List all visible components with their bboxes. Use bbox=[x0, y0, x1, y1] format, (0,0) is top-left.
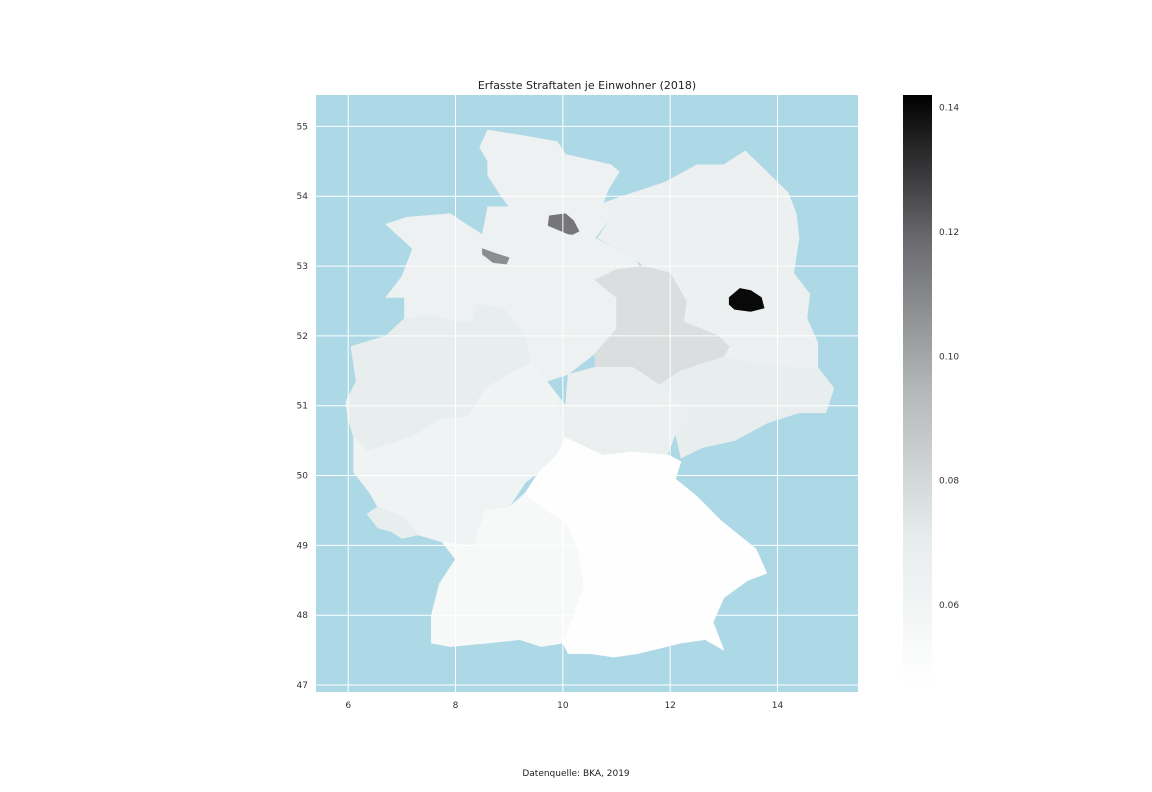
region-mecklenburg-vorpommern bbox=[597, 150, 800, 260]
region-saarland bbox=[366, 506, 419, 539]
grid-lines bbox=[316, 95, 858, 692]
region-niedersachsen bbox=[385, 206, 644, 382]
y-tick-label: 53 bbox=[297, 262, 308, 272]
y-tick-label: 51 bbox=[297, 402, 308, 412]
y-tick-label: 47 bbox=[297, 681, 308, 691]
x-tick-label: 8 bbox=[453, 701, 459, 711]
y-tick-label: 50 bbox=[297, 472, 309, 482]
y-tick-label: 49 bbox=[297, 541, 309, 551]
y-tick-label: 55 bbox=[297, 122, 308, 132]
source-caption: Datenquelle: BKA, 2019 bbox=[522, 769, 630, 779]
region-sachsen bbox=[658, 356, 835, 459]
map-title: Erfasste Straftaten je Einwohner (2018) bbox=[478, 79, 696, 92]
region-bremen bbox=[482, 248, 510, 265]
x-tick-label: 14 bbox=[772, 701, 784, 711]
region-schleswig-holstein bbox=[479, 129, 620, 239]
y-tick-label: 52 bbox=[297, 332, 308, 342]
x-tick-label: 12 bbox=[664, 701, 675, 711]
x-tick-label: 6 bbox=[345, 701, 351, 711]
y-tick-label: 54 bbox=[297, 192, 309, 202]
y-tick-label: 48 bbox=[297, 611, 309, 621]
map-axes: 6 8 10 12 14 47 48 49 50 51 52 53 54 55 bbox=[297, 95, 858, 711]
x-tick-label: 10 bbox=[557, 701, 569, 711]
region-berlin bbox=[728, 288, 765, 312]
regions-layer bbox=[345, 129, 835, 658]
